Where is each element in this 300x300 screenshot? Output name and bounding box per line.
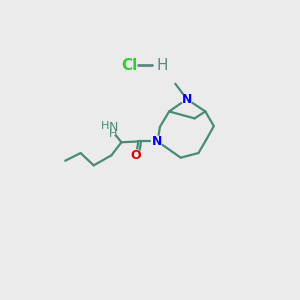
Circle shape [182, 94, 192, 104]
Text: H: H [156, 58, 168, 73]
Circle shape [106, 121, 120, 135]
Text: H: H [101, 121, 109, 131]
Circle shape [152, 136, 162, 147]
Text: N: N [152, 135, 162, 148]
Circle shape [131, 150, 141, 161]
Text: H: H [109, 129, 117, 139]
Text: Cl: Cl [121, 58, 137, 73]
Text: N: N [108, 121, 118, 134]
Text: N: N [182, 93, 192, 106]
Text: O: O [131, 149, 141, 162]
